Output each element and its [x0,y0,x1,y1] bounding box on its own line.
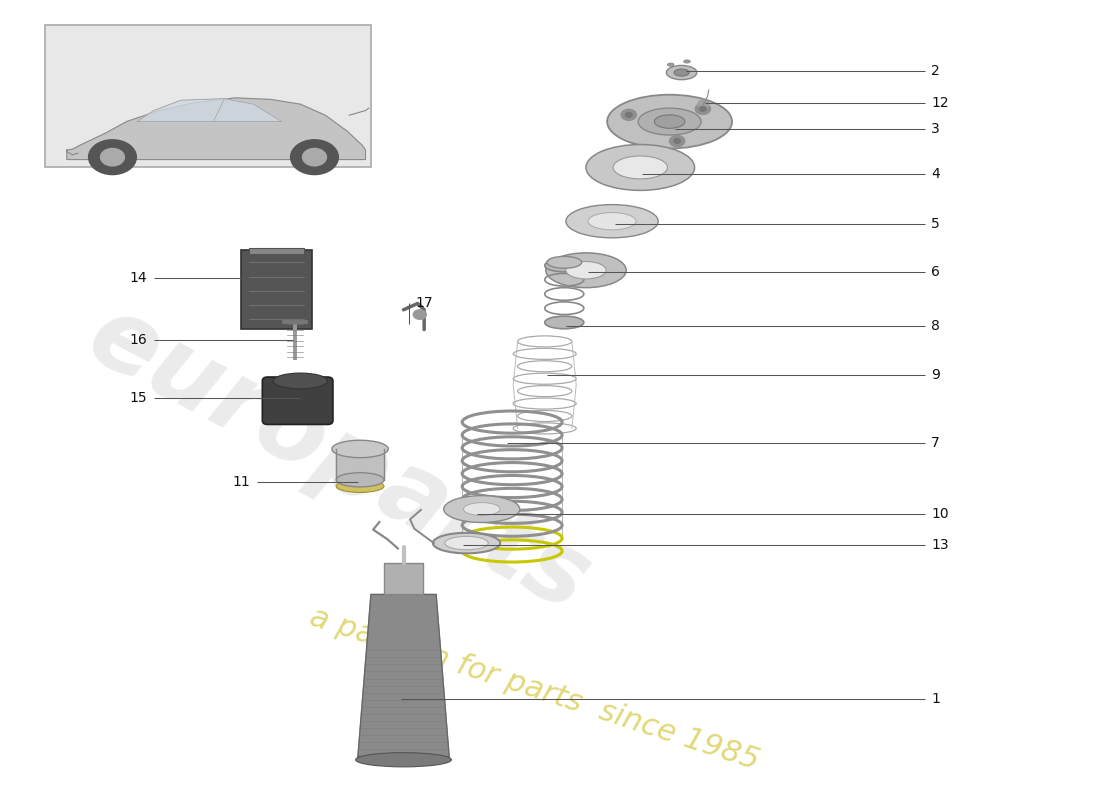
Text: 10: 10 [932,507,949,521]
Circle shape [695,103,711,114]
Ellipse shape [667,66,696,80]
Text: europarts: europarts [72,287,605,633]
Text: 8: 8 [932,318,940,333]
FancyBboxPatch shape [250,248,304,254]
Ellipse shape [607,94,733,149]
Ellipse shape [588,213,636,230]
Ellipse shape [443,496,519,522]
Circle shape [674,138,681,143]
Ellipse shape [565,262,606,279]
FancyBboxPatch shape [45,25,371,167]
Ellipse shape [337,480,384,493]
Text: 15: 15 [130,391,147,406]
Text: a passion for parts  since 1985: a passion for parts since 1985 [306,603,762,776]
Text: 11: 11 [232,475,251,489]
Circle shape [621,110,637,120]
Ellipse shape [684,60,690,63]
Text: 17: 17 [416,297,433,310]
Circle shape [290,140,339,174]
Text: 4: 4 [932,166,940,181]
Ellipse shape [332,440,388,458]
Text: 14: 14 [130,271,147,285]
Polygon shape [138,98,282,122]
Circle shape [302,149,327,166]
Polygon shape [337,449,384,480]
Ellipse shape [546,253,626,288]
Ellipse shape [638,108,701,135]
Circle shape [414,310,427,319]
Circle shape [626,113,632,117]
Text: 9: 9 [932,368,940,382]
Text: 2: 2 [932,64,940,78]
Ellipse shape [355,753,451,767]
Ellipse shape [547,257,582,268]
Circle shape [670,135,685,146]
Ellipse shape [586,145,694,190]
Ellipse shape [544,316,584,329]
Ellipse shape [565,205,658,238]
Circle shape [697,100,708,108]
Text: 13: 13 [932,538,949,553]
Ellipse shape [444,536,488,550]
Polygon shape [358,594,449,757]
Circle shape [89,140,136,174]
Text: 12: 12 [932,96,949,110]
Text: 7: 7 [932,436,940,450]
FancyBboxPatch shape [384,563,424,594]
Text: 3: 3 [932,122,940,137]
Text: 16: 16 [130,333,147,347]
Polygon shape [67,98,365,159]
Circle shape [700,106,706,111]
Ellipse shape [337,473,384,487]
Circle shape [100,149,124,166]
Ellipse shape [463,502,500,515]
Ellipse shape [674,69,690,76]
Text: 5: 5 [932,218,940,231]
Ellipse shape [544,259,584,272]
Ellipse shape [654,115,685,128]
Ellipse shape [668,63,674,66]
Ellipse shape [613,156,668,179]
Text: 1: 1 [932,692,940,706]
FancyBboxPatch shape [262,377,333,425]
Ellipse shape [273,373,328,389]
Text: 6: 6 [932,265,940,279]
Ellipse shape [433,533,500,554]
FancyBboxPatch shape [241,250,312,329]
